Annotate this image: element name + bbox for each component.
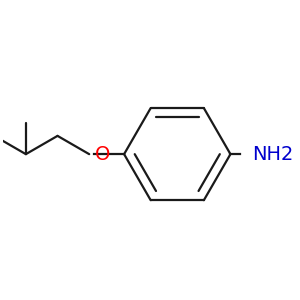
Text: NH2: NH2 xyxy=(252,145,293,164)
Text: O: O xyxy=(95,145,110,164)
